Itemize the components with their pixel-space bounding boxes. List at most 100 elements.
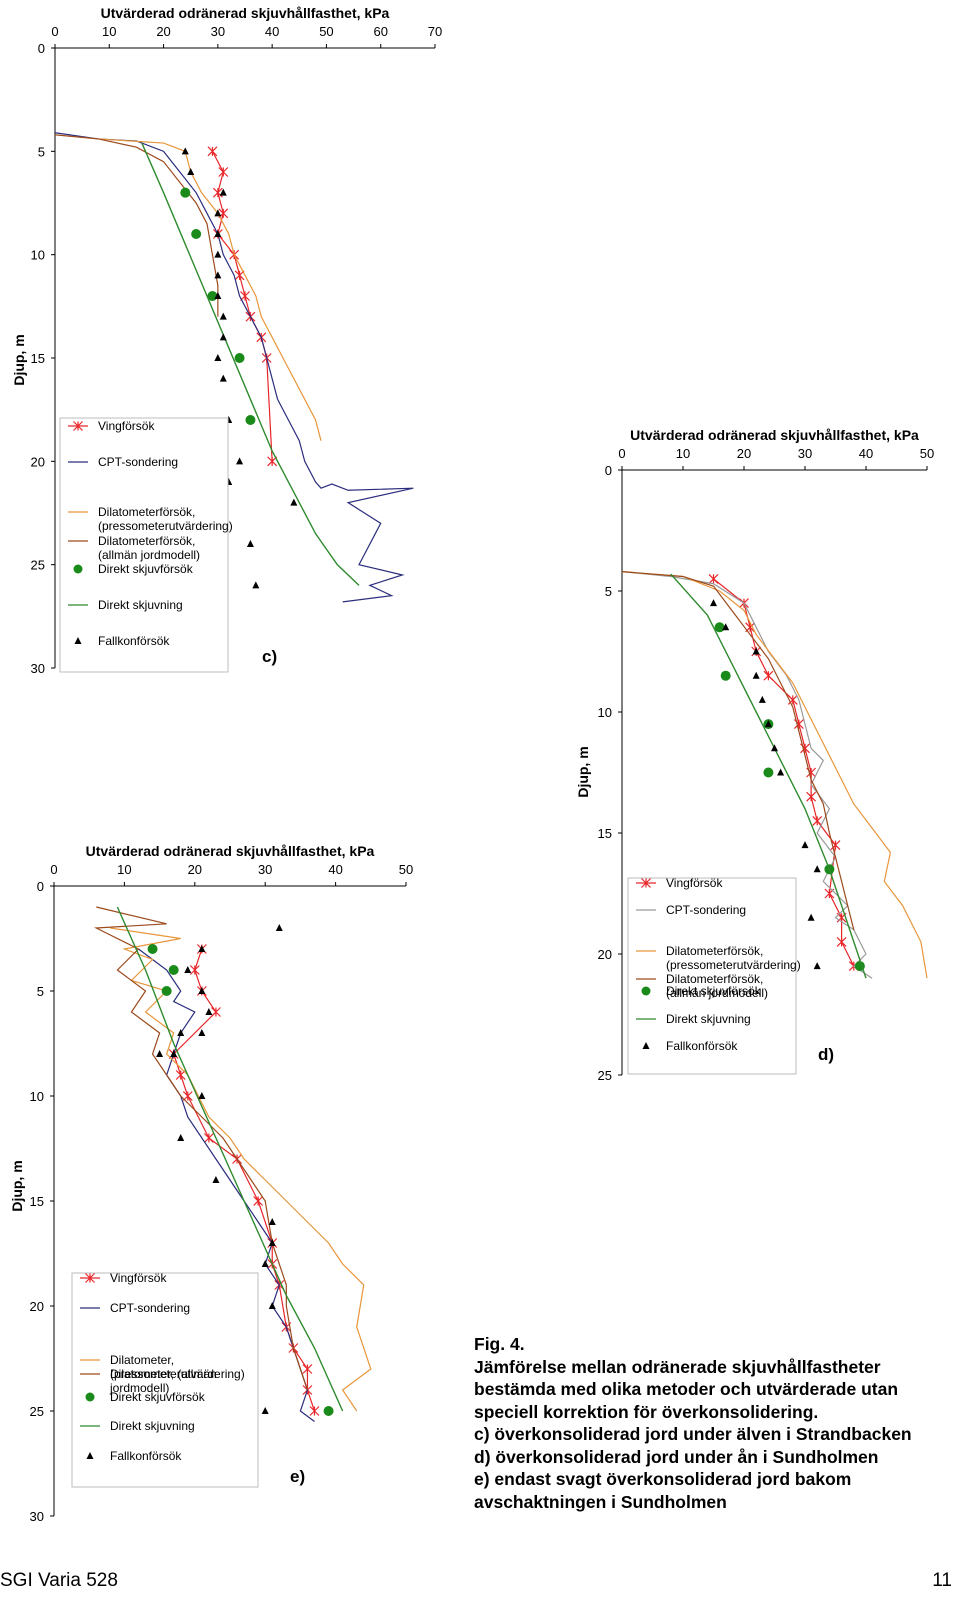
legend: Vingförsök CPT-sondering Dilatometerförsök… <box>627 876 801 1075</box>
vane-test-marker <box>309 1406 320 1416</box>
legend-label: Fallkonförsök <box>666 1039 738 1053</box>
fall-cone-marker <box>275 924 283 931</box>
legend-swatch-marker <box>641 878 651 888</box>
legend-label-line: (pressometerutvärdering) <box>666 958 801 972</box>
x-tick-label: 30 <box>211 24 225 39</box>
fall-cone-marker <box>252 581 260 589</box>
legend-label: Dilatometer, (pressometerutvärdering) <box>110 1353 245 1381</box>
caption-line: avschaktningen i Sundholmen <box>474 1491 727 1512</box>
fall-cone-marker <box>752 647 760 655</box>
legend-label-line: CPT-sondering <box>98 455 178 469</box>
y-tick-label: 25 <box>31 558 45 573</box>
legend-swatch <box>641 986 651 996</box>
x-tick-label: 40 <box>265 24 279 39</box>
figure-caption: Fig. 4. Jämförelse mellan odränerade skj… <box>474 1333 954 1513</box>
caption-line: Fig. 4. <box>474 1334 525 1354</box>
legend: Vingförsök CPT-sondering Dilatometerförsök… <box>59 417 233 673</box>
direct-shear-point <box>323 1406 334 1416</box>
legend-label: Direkt skjuvning <box>666 1012 751 1026</box>
y-axis-label: Djup, m <box>575 746 591 797</box>
legend-label-line: Direkt skjuvförsök <box>98 562 194 576</box>
fall-cone-marker <box>261 1407 269 1414</box>
vane-test-marker <box>210 1007 221 1017</box>
legend-label: Dilatometerförsök, (allmän jordmodell) <box>666 972 768 1000</box>
legend-label-line: (pressometerutvärdering) <box>110 1367 245 1381</box>
legend-label-line: Dilatometerförsök, <box>98 534 195 548</box>
fall-cone-marker <box>801 841 809 849</box>
legend-label-line: Fallkonförsök <box>666 1039 738 1053</box>
series-line <box>116 906 344 1412</box>
y-tick-label: 10 <box>31 248 45 263</box>
x-tick-label: 70 <box>428 24 442 39</box>
x-tick-label: 30 <box>798 446 812 461</box>
x-tick-label: 40 <box>859 446 873 461</box>
fall-cone-marker <box>236 457 244 465</box>
legend-label-line: jordmodell) <box>109 1381 169 1395</box>
legend-label-line: Dilatometer, (allmän <box>110 1367 217 1381</box>
legend-label-line: Dilatometerförsök, <box>666 944 763 958</box>
fall-cone-marker <box>156 1050 164 1057</box>
legend-label-line: Direkt skjuvning <box>666 1012 751 1026</box>
vane-test-marker <box>812 815 823 826</box>
legend-box <box>59 417 229 673</box>
fall-cone-marker <box>290 498 298 506</box>
legend-label: Direkt skjuvförsök <box>110 1390 206 1404</box>
caption-line: Jämförelse mellan odränerade skjuvhållfa… <box>474 1356 881 1377</box>
legend-label-line: (allmän jordmodell) <box>98 548 200 562</box>
vane-test-marker <box>302 1364 313 1374</box>
fall-cone-marker <box>764 720 772 728</box>
y-tick-label: 25 <box>30 1404 44 1419</box>
legend-swatch-marker <box>85 1273 95 1283</box>
fall-cone-marker <box>771 744 778 752</box>
chart-title: Utvärderad odränerad skjuvhållfasthet, k… <box>101 5 390 21</box>
footer-page-number: 11 <box>932 1570 952 1591</box>
vane-test-marker <box>240 291 250 301</box>
fall-cone-marker <box>214 230 222 237</box>
fall-cone-marker <box>758 695 766 703</box>
series-line <box>93 906 309 1391</box>
chart-c: Utvärderad odränerad skjuvhållfasthet, k… <box>11 5 442 676</box>
direct-shear-point <box>161 986 172 996</box>
legend-label-line: Direkt skjuvning <box>110 1419 195 1433</box>
chart-title: Utvärderad odränerad skjuvhållfasthet, k… <box>86 843 375 859</box>
legend-label: Dilatometerförsök, (pressometerutvärderin… <box>98 505 233 533</box>
direct-shear-point <box>147 944 158 954</box>
x-tick-label: 30 <box>258 862 272 877</box>
fall-cone-marker <box>212 1176 220 1183</box>
fall-cone-marker <box>187 168 195 175</box>
series-line <box>141 142 360 586</box>
legend: Vingförsök CPT-sondering Dilatometer, (pres… <box>71 1271 259 1488</box>
x-tick-label: 20 <box>156 24 170 39</box>
legend-label: Dilatometerförsök, (pressometerutvärderin… <box>666 944 801 972</box>
direct-shear-point <box>180 187 191 198</box>
legend-label-line: CPT-sondering <box>110 1301 190 1315</box>
vane-test-marker <box>212 187 223 198</box>
direct-shear-point <box>191 229 202 239</box>
x-tick-label: 20 <box>737 446 751 461</box>
fall-cone-marker <box>214 209 222 217</box>
legend-label-line: CPT-sondering <box>666 903 746 917</box>
y-tick-label: 5 <box>38 144 45 159</box>
direct-shear-point <box>168 965 179 975</box>
legend-label: Fallkonförsök <box>110 1449 182 1463</box>
fall-cone-marker <box>722 623 730 631</box>
legend-swatch <box>86 1452 94 1459</box>
x-tick-label: 10 <box>117 862 131 877</box>
caption-line: d) överkonsoliderad jord under ån i Sund… <box>474 1446 879 1467</box>
legend-label-line: Fallkonförsök <box>110 1449 182 1463</box>
caption-line: bestämda med olika metoder och utvärdera… <box>474 1379 899 1399</box>
y-tick-label: 30 <box>31 661 45 676</box>
legend-label-line: Fallkonförsök <box>98 634 170 648</box>
legend-swatch <box>642 1042 650 1049</box>
fall-cone-marker <box>198 987 206 994</box>
legend-label: CPT-sondering <box>98 455 178 469</box>
series-line <box>110 927 372 1412</box>
y-tick-label: 20 <box>31 454 45 469</box>
y-tick-label: 20 <box>598 947 612 962</box>
legend-swatch <box>74 637 82 644</box>
x-tick-label: 0 <box>50 862 57 877</box>
figure-canvas: Utvärderad odränerad skjuvhållfasthet, k… <box>9 5 934 1524</box>
y-tick-label: 5 <box>605 584 612 599</box>
x-tick-label: 0 <box>618 446 625 461</box>
vane-test-marker <box>182 1091 193 1101</box>
